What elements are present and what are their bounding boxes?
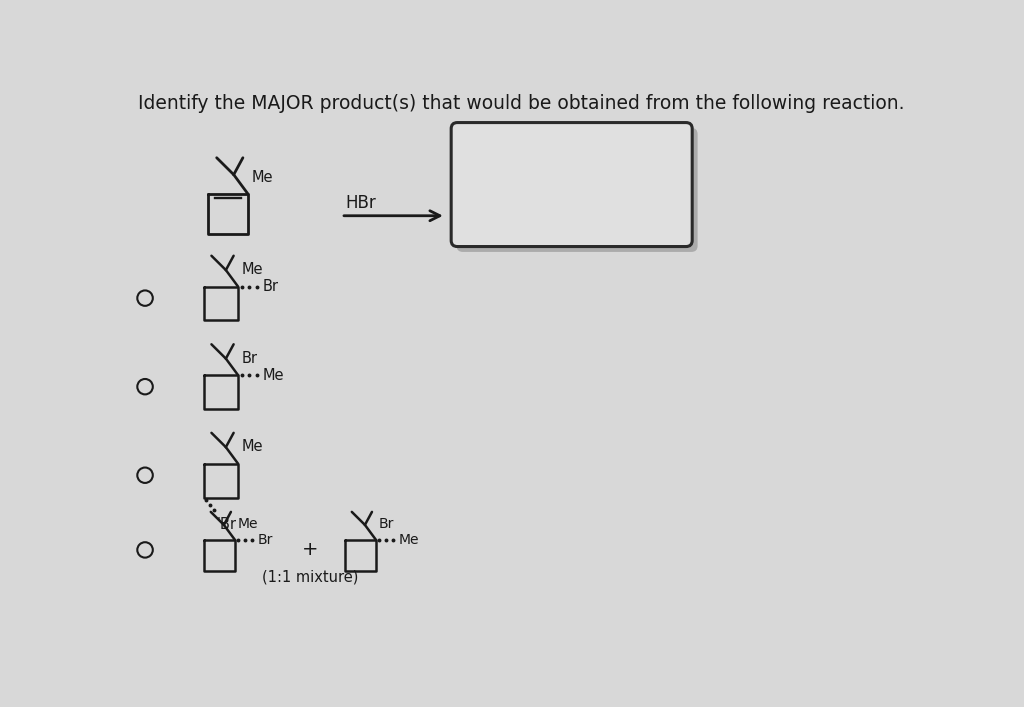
FancyBboxPatch shape — [452, 122, 692, 247]
Text: Me: Me — [398, 533, 419, 547]
Text: 'Br: 'Br — [217, 517, 237, 532]
Text: Br: Br — [262, 279, 279, 294]
Text: Me: Me — [251, 170, 272, 185]
Text: Me: Me — [238, 517, 258, 531]
Text: Me: Me — [262, 368, 284, 382]
Text: Br: Br — [257, 533, 272, 547]
Text: Br: Br — [241, 351, 257, 366]
Text: Br: Br — [379, 517, 394, 531]
Text: Identify the MAJOR product(s) that would be obtained from the following reaction: Identify the MAJOR product(s) that would… — [138, 94, 904, 113]
Text: +: + — [302, 540, 318, 559]
Text: HBr: HBr — [345, 194, 376, 211]
Text: Me: Me — [241, 440, 262, 455]
FancyBboxPatch shape — [457, 128, 697, 252]
Text: (1:1 mixture): (1:1 mixture) — [262, 569, 358, 584]
Text: Me: Me — [241, 262, 262, 277]
